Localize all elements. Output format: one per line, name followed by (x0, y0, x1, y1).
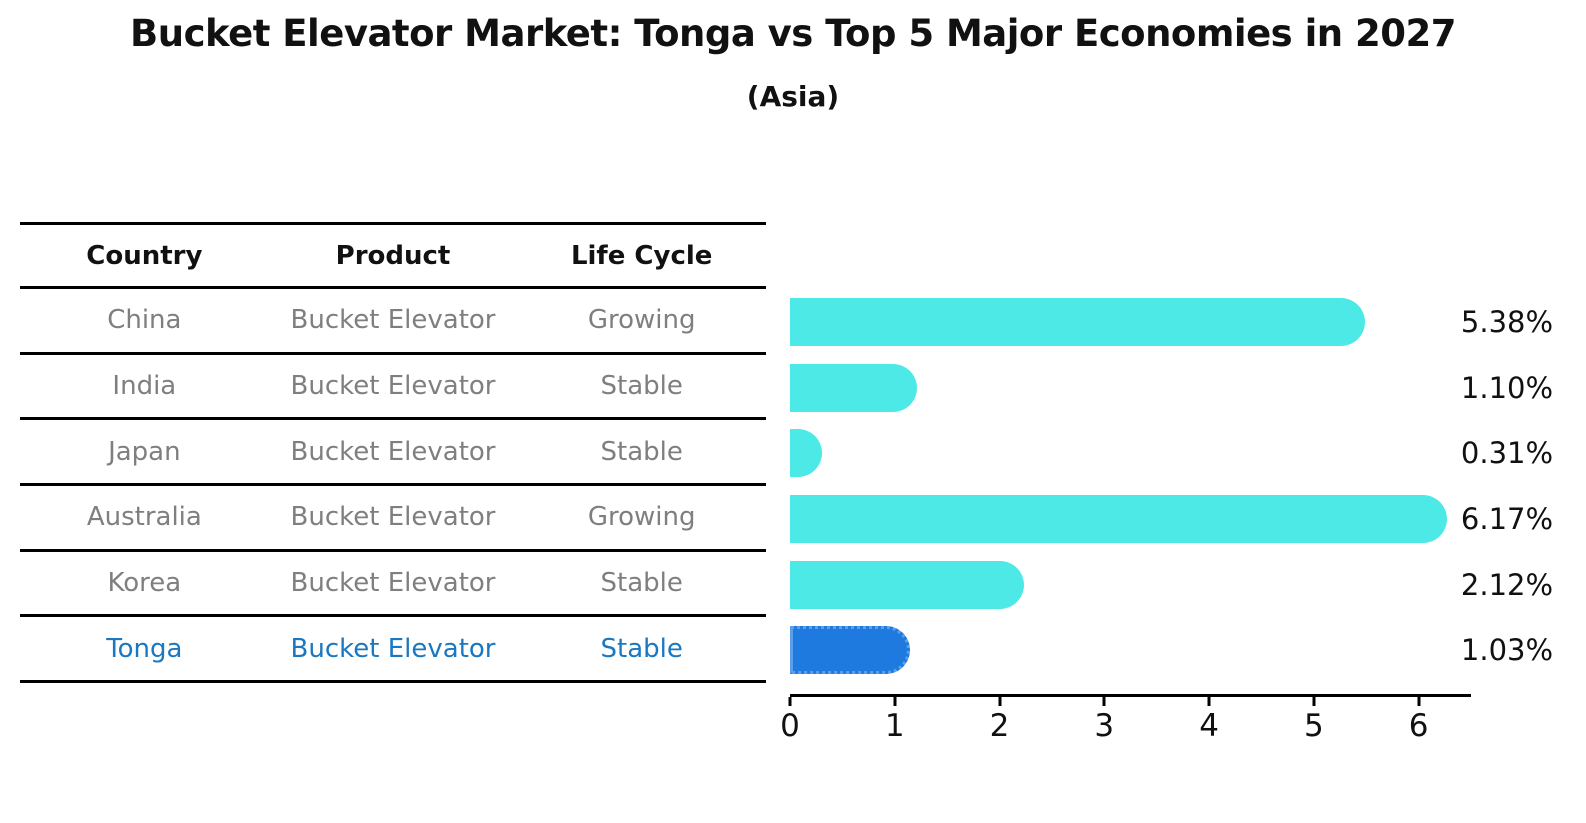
cell-product: Bucket Elevator (290, 371, 496, 402)
value-label-australia: 6.17% (1460, 501, 1554, 536)
x-axis: 0 1 2 3 4 5 6 (780, 694, 1471, 754)
column-header-country: Country (86, 240, 203, 271)
bar-korea (790, 560, 1024, 609)
cell-life-cycle: Stable (600, 436, 683, 467)
column-header-product: Product (335, 240, 451, 271)
cell-life-cycle: Stable (600, 568, 683, 599)
bar-plot-area (790, 289, 1470, 683)
x-tick-4 (1207, 697, 1211, 706)
x-tick-3 (1102, 697, 1106, 706)
bar-row-korea (790, 552, 1470, 618)
table-row-china: China Bucket Elevator Growing (20, 289, 766, 355)
table-header-row: Country Product Life Cycle (20, 222, 766, 289)
cell-country: China (107, 305, 182, 336)
cell-country: India (112, 371, 177, 402)
x-axis-line (790, 694, 1471, 697)
table-row-india: India Bucket Elevator Stable (20, 355, 766, 421)
bar-india (790, 363, 918, 412)
bar-row-japan (790, 420, 1470, 486)
x-tick-1 (893, 697, 897, 706)
x-tick-label-3: 3 (1094, 708, 1115, 744)
cell-product: Bucket Elevator (290, 568, 496, 599)
cell-product: Bucket Elevator (290, 305, 496, 336)
cell-life-cycle: Growing (587, 502, 696, 533)
value-label-column: 5.38% 1.10% 0.31% 6.17% 2.12% 1.03% (1442, 289, 1572, 683)
x-tick-label-0: 0 (780, 708, 800, 744)
cell-country: Australia (86, 502, 202, 533)
bar-row-china (790, 289, 1470, 355)
bar-row-tonga (790, 617, 1470, 683)
table-row-japan: Japan Bucket Elevator Stable (20, 420, 766, 487)
value-label-china: 5.38% (1460, 304, 1554, 339)
x-tick-label-1: 1 (884, 708, 905, 744)
cell-life-cycle: Stable (600, 633, 683, 664)
bar-row-india (790, 355, 1470, 421)
x-tick-label-5: 5 (1303, 708, 1324, 744)
chart-title: Bucket Elevator Market: Tonga vs Top 5 M… (130, 12, 1456, 55)
x-tick-6 (1417, 697, 1421, 706)
x-tick-label-2: 2 (989, 708, 1010, 744)
cell-product: Bucket Elevator (290, 633, 496, 664)
column-header-life-cycle: Life Cycle (570, 240, 713, 271)
value-label-japan: 0.31% (1460, 436, 1554, 471)
bar-tonga-highlighted (790, 626, 910, 675)
bar-australia (790, 494, 1448, 543)
value-label-india: 1.10% (1460, 370, 1554, 405)
cell-life-cycle: Stable (600, 371, 683, 402)
x-tick-5 (1312, 697, 1316, 706)
table-row-tonga: Tonga Bucket Elevator Stable (20, 617, 766, 684)
cell-country: Japan (108, 436, 181, 467)
bar-china (790, 297, 1365, 346)
cell-life-cycle: Growing (587, 305, 696, 336)
bar-row-australia (790, 486, 1470, 552)
x-tick-label-4: 4 (1199, 708, 1219, 744)
cell-product: Bucket Elevator (290, 502, 496, 533)
bar-japan (790, 429, 823, 478)
cell-country: Tonga (106, 633, 183, 664)
cell-product: Bucket Elevator (290, 436, 496, 467)
x-tick-2 (998, 697, 1002, 706)
cell-country: Korea (107, 568, 182, 599)
chart-subtitle: (Asia) (746, 80, 840, 113)
value-label-tonga: 1.03% (1460, 633, 1554, 668)
x-tick-label-6: 6 (1408, 708, 1429, 744)
x-tick-0 (788, 697, 792, 706)
value-label-korea: 2.12% (1460, 567, 1554, 602)
table-row-australia: Australia Bucket Elevator Growing (20, 486, 766, 552)
country-table: Country Product Life Cycle China Bucket … (20, 222, 766, 684)
table-row-korea: Korea Bucket Elevator Stable (20, 552, 766, 618)
